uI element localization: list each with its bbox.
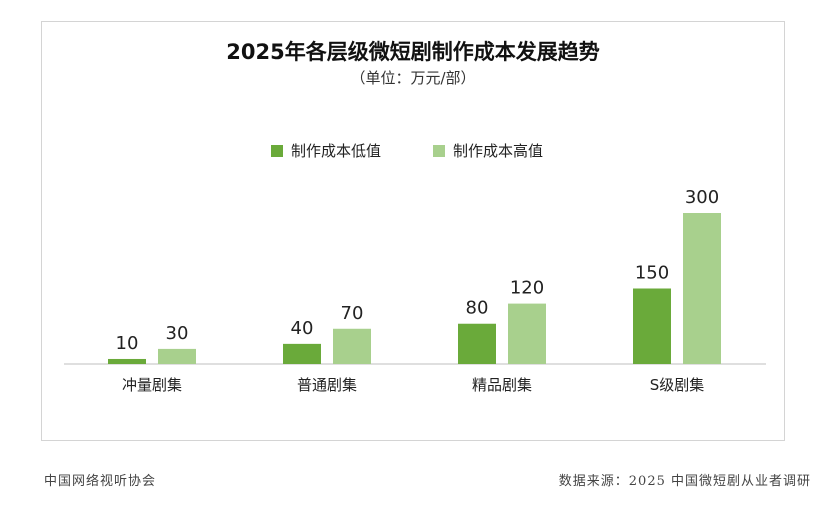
data-label-high-0: 30 [166,323,189,344]
legend-item-low: 制作成本低值 [271,140,381,161]
data-label-low-3: 150 [635,263,669,284]
category-label-0: 冲量剧集 [122,376,182,394]
category-label-1: 普通剧集 [297,376,357,394]
chart-legend: 制作成本低值 制作成本高值 [271,140,543,161]
bar-low-2 [458,323,496,364]
legend-swatch-high [433,144,446,157]
chart-panel: 2025年各层级微短剧制作成本发展趋势 （单位：万元/部） 制作成本低值 制作成… [41,21,785,441]
legend-label-low: 制作成本低值 [291,142,382,160]
bar-high-3 [683,213,721,364]
category-label-2: 精品剧集 [472,376,532,394]
bar-plot: 10 30 冲量剧集 40 70 普通剧集 80 120 精品剧集 150 300 S级剧集 [64,187,766,394]
data-label-high-3: 300 [685,187,719,208]
bar-low-0 [108,358,146,364]
data-label-low-2: 80 [466,298,489,319]
footer-source-org: 中国网络视听协会 [44,474,157,489]
legend-item-high: 制作成本高值 [433,140,543,161]
legend-swatch-low [271,144,283,157]
data-label-high-2: 120 [510,278,544,299]
legend-label-high: 制作成本高值 [453,142,544,160]
chart-title: 2025年各层级微短剧制作成本发展趋势 [226,40,600,64]
bar-high-1 [333,328,371,364]
bar-low-3 [633,288,671,364]
category-label-3: S级剧集 [650,376,705,394]
data-label-low-1: 40 [291,318,314,339]
bar-high-0 [158,348,196,364]
bar-high-2 [508,303,546,364]
data-label-high-1: 70 [341,303,364,324]
bar-low-1 [283,343,321,364]
chart-subtitle: （单位：万元/部） [350,69,476,87]
data-label-low-0: 10 [116,333,139,354]
footer-data-source: 数据来源：2025 中国微短剧从业者调研 [558,474,811,489]
